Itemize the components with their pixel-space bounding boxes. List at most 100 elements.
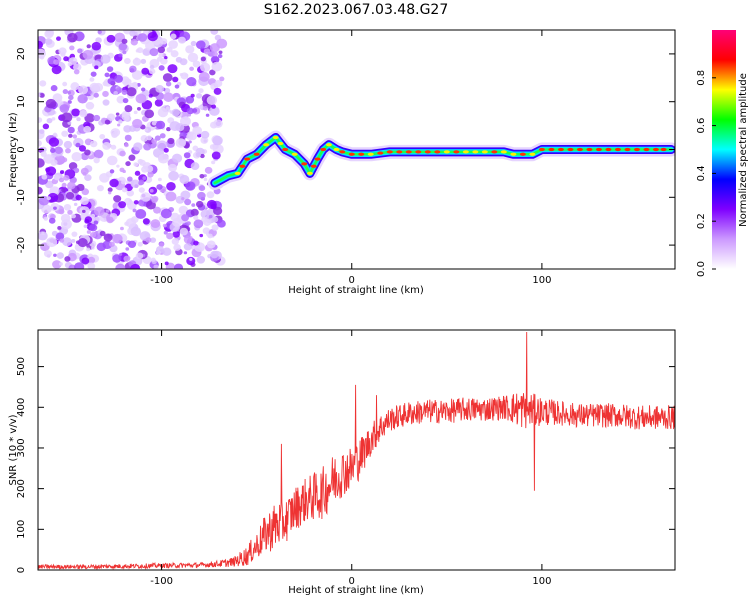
track-hotspot (320, 147, 327, 152)
noise-speck (93, 149, 104, 159)
colorbar-tick-label: 0.2 (696, 213, 707, 229)
noise-speck (138, 187, 145, 193)
noise-speck (139, 159, 146, 166)
bottom-y-axis-label: SNR (10 * v/v) (8, 414, 19, 485)
noise-speck (62, 81, 68, 87)
track-hotspot (367, 152, 374, 156)
noise-speck (75, 194, 82, 201)
noise-speck (95, 37, 102, 44)
noise-speck (213, 119, 223, 128)
noise-speck (89, 77, 95, 82)
colorbar-tick-label: 0.4 (696, 165, 707, 181)
noise-speck (86, 247, 91, 252)
track-hotspot (567, 147, 574, 152)
noise-speck (163, 230, 168, 235)
noise-speck (119, 150, 126, 157)
noise-speck (186, 76, 197, 87)
noise-speck (46, 237, 58, 248)
noise-speck (210, 250, 219, 259)
noise-speck (124, 221, 129, 226)
noise-speck (52, 260, 62, 269)
noise-speck (211, 216, 219, 223)
noise-speck (203, 177, 208, 182)
noise-speck (48, 217, 56, 224)
noise-speck (39, 92, 45, 98)
noise-speck (68, 264, 76, 269)
track-hotspot (405, 150, 412, 154)
noise-speck (174, 84, 180, 89)
noise-speck (102, 99, 110, 106)
noise-speck (184, 73, 189, 77)
track-hotspot (538, 147, 545, 152)
noise-speck (129, 65, 137, 73)
noise-speck (179, 227, 189, 236)
track-hotspot (325, 143, 332, 147)
noise-speck (127, 176, 133, 182)
noise-speck (123, 255, 131, 262)
bottom-y-tick-label: 400 (16, 398, 27, 417)
noise-speck (130, 179, 140, 188)
noise-speck (52, 132, 58, 137)
noise-speck (131, 70, 143, 80)
noise-speck (90, 213, 96, 218)
noise-speck (211, 61, 223, 72)
noise-speck (160, 208, 172, 219)
track-hotspot (472, 150, 479, 154)
noise-speck (193, 219, 204, 229)
track-hotspot (605, 147, 612, 152)
noise-speck (44, 38, 53, 45)
noise-speck (77, 48, 83, 54)
noise-speck (217, 54, 223, 59)
noise-speck (174, 263, 184, 269)
noise-speck (178, 205, 189, 215)
noise-speck (164, 261, 169, 266)
top-x-tick-label: 0 (349, 275, 355, 286)
noise-speck (40, 151, 47, 157)
noise-speck (58, 177, 65, 183)
noise-speck (57, 226, 62, 230)
bottom-x-tick-label: 100 (532, 576, 551, 587)
noise-speck (153, 264, 159, 269)
noise-speck (112, 254, 122, 263)
bottom-plot-frame (37, 329, 676, 571)
noise-speck (102, 90, 109, 97)
noise-speck (124, 78, 132, 85)
noise-speck (115, 112, 120, 116)
noise-speck (42, 123, 50, 130)
noise-speck (195, 40, 206, 50)
noise-speck (171, 238, 179, 245)
noise-speck (159, 133, 166, 139)
noise-speck (120, 226, 124, 231)
top-y-tick-label: -10 (16, 189, 27, 205)
noise-speck (89, 140, 98, 148)
noise-speck (59, 238, 65, 243)
noise-speck (38, 195, 50, 206)
noise-speck (196, 93, 203, 99)
noise-speck (104, 119, 111, 125)
track-hotspot (272, 135, 279, 140)
noise-speck (48, 137, 60, 147)
noise-speck (206, 240, 216, 249)
noise-speck (91, 41, 102, 51)
noise-speck (45, 167, 51, 173)
noise-speck (87, 90, 92, 95)
noise-speck (124, 57, 131, 65)
noise-speck (53, 174, 61, 181)
noise-speck (211, 104, 217, 109)
noise-speck (155, 250, 161, 255)
noise-speck (83, 125, 92, 134)
noise-speck (117, 123, 121, 127)
noise-speck (198, 185, 206, 192)
noise-speck (50, 159, 58, 166)
noise-speck (173, 243, 182, 251)
noise-speck (185, 95, 195, 104)
noise-speck (183, 251, 188, 255)
bottom-y-axis: 0 100 200 300 400 500 (16, 357, 675, 573)
noise-speck (46, 196, 52, 201)
noise-speck (50, 147, 56, 154)
noise-speck (43, 250, 52, 258)
track-hotspot (462, 150, 469, 154)
signal-track (207, 130, 675, 190)
noise-speck (166, 126, 171, 132)
